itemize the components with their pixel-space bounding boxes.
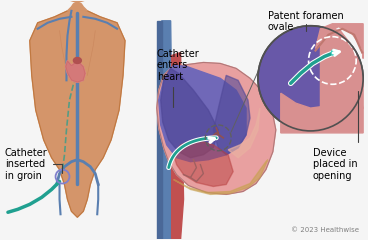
- Text: Device
placed in
opening: Device placed in opening: [312, 91, 358, 181]
- Polygon shape: [161, 68, 218, 158]
- Polygon shape: [67, 2, 87, 11]
- Polygon shape: [321, 29, 363, 128]
- Circle shape: [258, 26, 363, 131]
- Text: Patent foramen
ovale: Patent foramen ovale: [268, 11, 344, 32]
- Polygon shape: [66, 60, 85, 82]
- Polygon shape: [281, 93, 363, 133]
- Polygon shape: [174, 160, 268, 194]
- Ellipse shape: [66, 0, 89, 2]
- Polygon shape: [157, 62, 276, 194]
- Polygon shape: [157, 21, 162, 239]
- Polygon shape: [159, 66, 246, 162]
- Polygon shape: [66, 60, 85, 82]
- Text: Catheter
enters
heart: Catheter enters heart: [157, 48, 199, 107]
- Ellipse shape: [74, 58, 81, 63]
- Polygon shape: [30, 9, 125, 217]
- Polygon shape: [174, 140, 233, 186]
- Polygon shape: [171, 53, 184, 239]
- Text: Catheter
inserted
in groin: Catheter inserted in groin: [5, 148, 61, 181]
- Polygon shape: [315, 24, 363, 59]
- Text: © 2023 Healthwise: © 2023 Healthwise: [291, 227, 359, 233]
- Circle shape: [331, 49, 337, 55]
- Polygon shape: [228, 108, 260, 158]
- Polygon shape: [162, 21, 174, 239]
- Polygon shape: [213, 75, 250, 155]
